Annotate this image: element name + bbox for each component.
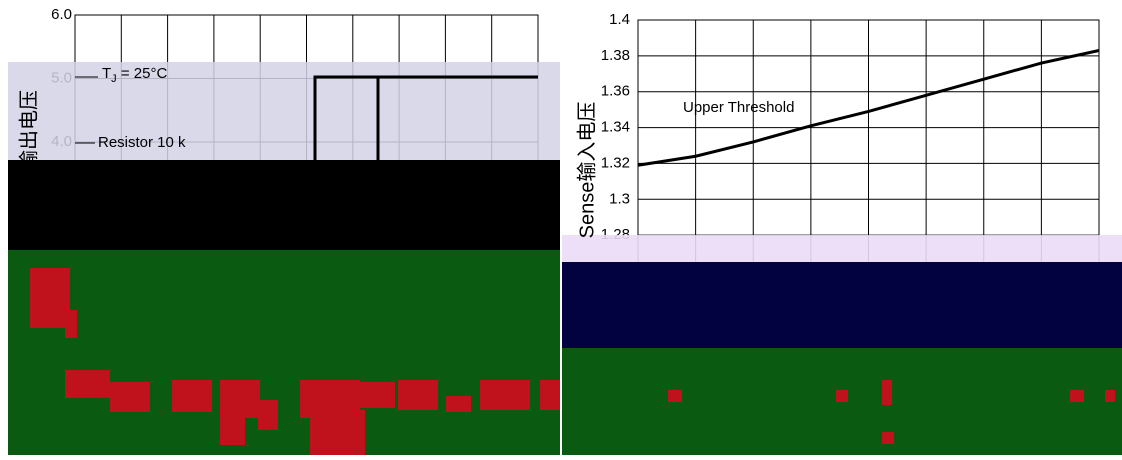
glitch-block	[65, 370, 110, 398]
glitch-block	[355, 382, 395, 408]
glitch-navy	[562, 262, 1122, 362]
y-axis-title: 输出电压	[17, 90, 40, 170]
glitch-block	[258, 400, 278, 430]
annotation-sub: J	[111, 73, 117, 85]
y-tick-label: 6.0	[51, 6, 72, 23]
overlay-band	[562, 235, 1122, 265]
glitch-block	[480, 380, 530, 410]
right-chart: 1.41.381.361.341.321.31.281.26Upper Thre…	[562, 11, 1122, 456]
glitch-block	[1070, 390, 1084, 402]
annotation-part: T	[102, 65, 111, 82]
series-label: Upper Threshold	[683, 99, 794, 116]
glitch-black	[8, 160, 560, 252]
y-tick-label: 1.4	[609, 11, 630, 28]
y-tick-label: 1.32	[601, 154, 630, 171]
glitch-block	[836, 390, 848, 402]
glitch-block	[398, 380, 438, 410]
y-tick-label: 1.36	[601, 83, 630, 100]
glitch-block	[220, 380, 260, 418]
glitch-block	[668, 390, 682, 402]
glitch-block	[540, 380, 560, 410]
glitch-block	[1105, 390, 1115, 402]
annotation: TJ = 25°C	[102, 65, 167, 85]
glitch-block	[882, 432, 894, 444]
y-tick-label: 1.38	[601, 47, 630, 64]
annotation: Resistor 10 k	[98, 134, 186, 151]
annotation-part: = 25°C	[117, 65, 168, 82]
glitch-block	[172, 380, 212, 412]
glitch-block	[220, 415, 245, 445]
glitch-block	[110, 382, 150, 412]
y-axis-title: Sense输入电压	[575, 102, 598, 239]
glitch-block	[30, 268, 70, 328]
glitch-block	[310, 410, 365, 455]
glitch-block	[65, 310, 77, 338]
glitch-block	[446, 396, 471, 412]
line-series	[637, 49, 1100, 167]
y-tick-label: 1.3	[609, 190, 630, 207]
glitch-green	[8, 250, 560, 455]
y-tick-label: 1.34	[601, 119, 630, 136]
glitch-block	[882, 380, 892, 405]
